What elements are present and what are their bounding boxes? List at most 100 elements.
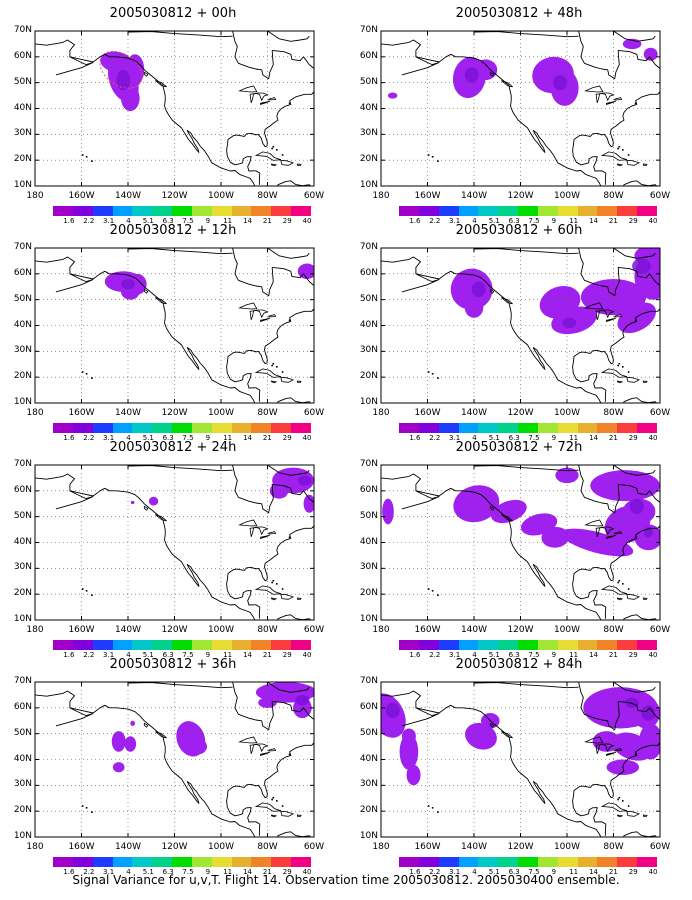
island-dot bbox=[431, 373, 434, 375]
island-outline bbox=[501, 514, 513, 522]
colorbar-label: 1.6 bbox=[409, 651, 421, 659]
island-dot bbox=[288, 753, 291, 756]
colorbar-swatch bbox=[231, 640, 252, 650]
latitude-tick-label: 60N bbox=[359, 701, 378, 712]
colorbar-swatch bbox=[637, 857, 657, 867]
longitude-tick-label: 100W bbox=[207, 842, 235, 852]
colorbar-label: 14 bbox=[589, 651, 598, 659]
coastline bbox=[35, 690, 94, 717]
island-outline bbox=[626, 593, 641, 600]
variance-region bbox=[121, 85, 140, 112]
colorbar-swatch bbox=[132, 423, 153, 433]
colorbar-swatch bbox=[537, 640, 558, 650]
latitude-tick-label: 60N bbox=[359, 50, 378, 61]
latitude-tick-label: 70N bbox=[359, 676, 378, 686]
colorbar-swatch bbox=[577, 206, 598, 216]
longitude-tick-label: 160W bbox=[414, 408, 441, 418]
great-lake-outline bbox=[260, 317, 270, 322]
island-dot bbox=[634, 536, 637, 539]
longitude-tick-label: 60W bbox=[303, 625, 325, 635]
longitude-tick-label: 60W bbox=[649, 625, 671, 635]
colorbar-swatch bbox=[191, 423, 212, 433]
longitude-tick-label: 80W bbox=[603, 191, 624, 201]
colorbar-swatch bbox=[271, 206, 292, 216]
colorbar-swatch bbox=[518, 857, 538, 867]
great-lake-outline bbox=[249, 526, 269, 537]
colorbar-swatch bbox=[498, 857, 519, 867]
colorbar-label: 1.6 bbox=[63, 651, 75, 659]
panel-title: 2005030812 + 12h bbox=[109, 223, 237, 238]
colorbar bbox=[399, 206, 657, 216]
island-dot bbox=[276, 800, 278, 802]
colorbar-label: 11 bbox=[569, 434, 579, 442]
latitude-tick-label: 30N bbox=[13, 779, 32, 790]
island-dot bbox=[627, 371, 630, 373]
colorbar-label: 7.5 bbox=[528, 217, 540, 225]
map-plot bbox=[380, 247, 661, 404]
latitude-tick-label: 20N bbox=[13, 371, 32, 382]
variance-core bbox=[471, 281, 486, 298]
variance-region bbox=[130, 720, 135, 726]
island-dot bbox=[634, 753, 637, 756]
great-lake-outline bbox=[595, 526, 615, 537]
longitude-tick-label: 140W bbox=[114, 842, 142, 852]
great-lake-outline bbox=[249, 309, 269, 320]
coastline bbox=[226, 308, 314, 402]
island-outline bbox=[143, 722, 149, 728]
island-dot bbox=[281, 154, 284, 156]
colorbar-swatch bbox=[438, 857, 459, 867]
colorbar-label: 4 bbox=[472, 217, 477, 225]
colorbar-swatch bbox=[418, 423, 439, 433]
colorbar-label: 6.3 bbox=[162, 434, 174, 442]
panel-title: 2005030812 + 00h bbox=[109, 6, 237, 21]
colorbar-swatch bbox=[399, 206, 419, 216]
colorbar-label: 29 bbox=[628, 651, 638, 659]
coastline bbox=[55, 713, 94, 727]
longitude-tick-label: 80W bbox=[603, 408, 624, 418]
longitude-tick-label: 100W bbox=[553, 408, 581, 418]
panel-title: 2005030812 + 24h bbox=[109, 440, 237, 455]
latitude-tick-label: 50N bbox=[359, 727, 378, 738]
variance-region bbox=[580, 279, 647, 316]
longitude-tick-label: 140W bbox=[114, 625, 142, 635]
colorbar-label: 7.5 bbox=[528, 868, 540, 876]
island-outline bbox=[280, 159, 295, 166]
colorbar-label: 40 bbox=[302, 217, 312, 225]
great-lake-outline bbox=[268, 531, 277, 535]
map-panel: 2005030812 + 84h 70N 60N 50N 40N 30N 20N 10N 180… bbox=[346, 651, 692, 876]
latitude-tick-label: 50N bbox=[359, 76, 378, 87]
longitude-tick-label: 120W bbox=[507, 191, 534, 201]
great-lake-outline bbox=[606, 317, 616, 322]
coastline bbox=[473, 465, 579, 472]
coastline bbox=[55, 62, 94, 76]
colorbar-swatch bbox=[172, 640, 192, 650]
map-plot bbox=[34, 247, 315, 404]
colorbar-swatch bbox=[478, 206, 499, 216]
longitude-tick-label: 120W bbox=[507, 625, 534, 635]
colorbar-label: 29 bbox=[282, 651, 292, 659]
great-lake-outline bbox=[606, 534, 616, 539]
colorbar-label: 9 bbox=[551, 868, 557, 876]
island-outline bbox=[642, 814, 648, 817]
coastline bbox=[35, 39, 94, 66]
coastline bbox=[415, 487, 658, 620]
latitude-tick-label: 70N bbox=[359, 459, 378, 469]
island-outline bbox=[296, 597, 302, 600]
colorbar bbox=[399, 423, 657, 433]
latitude-tick-label: 70N bbox=[13, 459, 32, 469]
colorbar-label: 3.1 bbox=[449, 217, 461, 225]
colorbar-swatch bbox=[251, 640, 272, 650]
coastline bbox=[267, 248, 310, 259]
variance-core bbox=[295, 694, 310, 706]
colorbar-label: 4 bbox=[126, 217, 131, 225]
colorbar-label: 5.1 bbox=[488, 868, 500, 876]
variance-region bbox=[401, 728, 416, 744]
longitude-tick-label: 140W bbox=[114, 408, 142, 418]
map-panel: 2005030812 + 36h 70N 60N 50N 40N 30N 20N 10N 180… bbox=[0, 651, 346, 876]
colorbar bbox=[399, 640, 657, 650]
great-lake-outline bbox=[614, 531, 623, 535]
colorbar-swatch bbox=[132, 857, 153, 867]
coastline bbox=[578, 465, 660, 514]
longitude-tick-label: 160W bbox=[414, 191, 441, 201]
great-lake-outline bbox=[238, 85, 258, 93]
